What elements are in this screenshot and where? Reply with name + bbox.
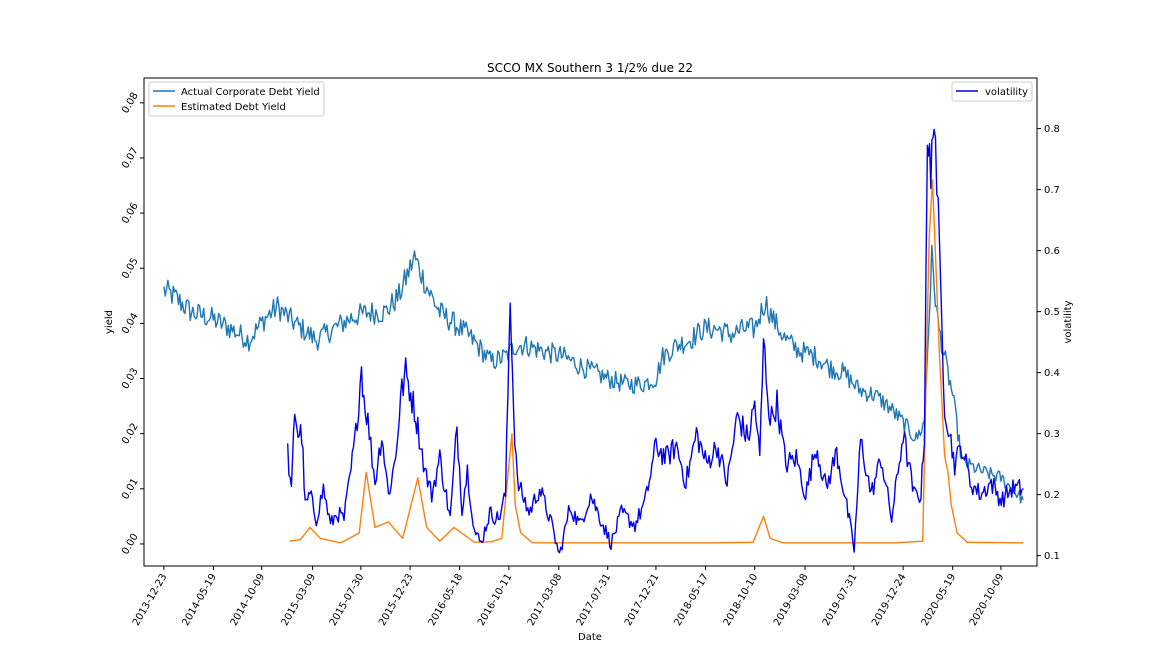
y-left-tick-label: 0.05 [120,256,141,281]
y-left-tick-label: 0.03 [120,366,141,391]
volatility-line [287,128,1024,554]
y-axis-right-label: volatility [1063,300,1074,343]
y-right-tick-label: 0.6 [1044,246,1060,257]
x-tick-label: 2017-03-08 [526,572,565,628]
x-tick-label: 2018-10-10 [722,572,761,628]
chart-title: SCCO MX Southern 3 1/2% due 22 [487,61,693,75]
y-right-tick-label: 0.8 [1044,124,1060,135]
x-tick-label: 2016-10-11 [476,572,515,628]
x-axis-label: Date [578,632,602,643]
legend-label-volatility: volatility [985,87,1028,98]
x-tick-label: 2015-07-30 [328,572,367,628]
x-tick-label: 2013-12-23 [131,572,170,628]
legend-left: Actual Corporate Debt Yield Estimated De… [148,81,325,117]
y-left-tick-label: 0.02 [120,422,141,447]
y-axis-right: 0.1 0.2 0.3 0.4 0.5 0.6 0.7 0.8 [1037,124,1060,562]
y-axis-left-label: yield [104,310,115,334]
x-tick-label: 2014-05-19 [180,572,219,628]
x-tick-label: 2015-03-09 [280,572,319,628]
y-axis-left: 0.00 0.01 0.02 0.03 0.04 0.05 0.06 0.07 0.08 [120,91,144,557]
x-tick-label: 2019-07-31 [821,572,860,628]
y-right-tick-label: 0.3 [1044,429,1060,440]
y-left-tick-label: 0.00 [120,532,141,557]
x-tick-label: 2020-10-09 [968,572,1007,628]
x-tick-label: 2019-03-08 [772,572,811,628]
y-right-tick-label: 0.2 [1044,490,1060,501]
x-tick-label: 2014-10-09 [229,572,268,628]
legend-right: volatility [951,81,1033,102]
x-tick-label: 2016-05-18 [427,572,466,628]
legend-label-estimated: Estimated Debt Yield [181,102,286,113]
y-left-tick-label: 0.04 [120,311,141,336]
legend-label-actual: Actual Corporate Debt Yield [181,87,320,98]
y-right-tick-label: 0.1 [1044,551,1060,562]
y-right-tick-label: 0.4 [1044,368,1060,379]
x-tick-label: 2017-07-31 [575,572,614,628]
x-axis: 2013-12-23 2014-05-19 2014-10-09 2015-03-09… [131,566,1007,628]
y-right-tick-label: 0.7 [1044,185,1060,196]
legend-right-box [951,81,1033,102]
legend-left-box [148,81,325,117]
actual-yield-line [163,244,1024,504]
y-left-tick-label: 0.07 [120,146,141,171]
x-tick-label: 2017-12-21 [623,572,662,628]
y-left-tick-label: 0.08 [120,91,141,116]
y-right-tick-label: 0.5 [1044,307,1060,318]
y-left-tick-label: 0.01 [120,477,141,502]
x-tick-label: 2018-05-17 [673,572,712,628]
y-left-tick-label: 0.06 [120,201,141,226]
x-tick-label: 2020-05-19 [920,572,959,628]
plot-frame [143,77,1038,567]
x-tick-label: 2015-12-23 [377,572,416,628]
plot-area [163,128,1024,554]
x-tick-label: 2019-12-24 [870,572,909,628]
estimated-yield-line [289,179,1024,544]
